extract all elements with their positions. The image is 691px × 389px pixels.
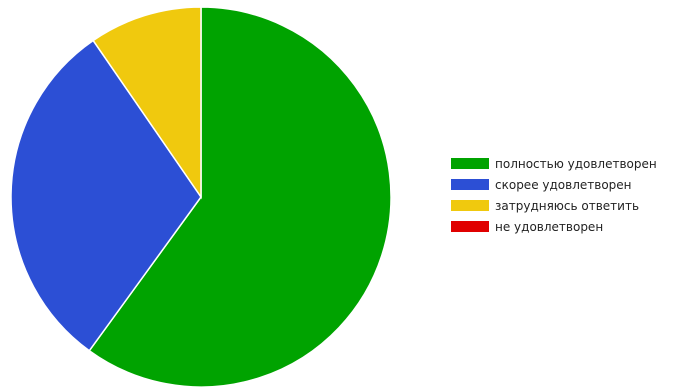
legend-label-3: не удовлетворен (495, 220, 603, 234)
pie-slices (10, 6, 392, 388)
legend-label-2: затрудняюсь ответить (495, 199, 639, 213)
pie-slice-1 (10, 39, 202, 352)
legend-label-0: полностью удовлетворен (495, 157, 657, 171)
pie-slice-0 (88, 6, 392, 388)
legend-swatch-1 (451, 179, 489, 190)
legend-swatch-2 (451, 200, 489, 211)
legend: полностью удовлетворен скорее удовлетворе… (451, 157, 657, 234)
legend-swatch-3 (451, 221, 489, 232)
legend-label-1: скорее удовлетворен (495, 178, 632, 192)
pie-slice-2 (92, 6, 202, 200)
legend-swatch-0 (451, 158, 489, 169)
